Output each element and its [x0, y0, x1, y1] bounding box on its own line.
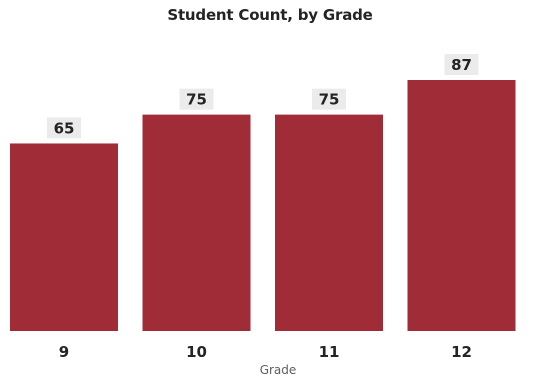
bar-grade-11[interactable]	[275, 114, 383, 331]
bar-grade-12[interactable]	[407, 80, 516, 331]
data-label-grade-12: 87	[451, 56, 472, 74]
data-label-background-grade-10	[179, 88, 214, 110]
data-labels-layer: 65 75 75 87	[47, 54, 479, 139]
x-axis-ticks: 9 10 11 12	[59, 343, 472, 361]
bar-grade-10[interactable]	[142, 114, 251, 331]
bar-grade-9[interactable]	[10, 143, 118, 331]
data-label-background-grade-12	[444, 54, 479, 75]
data-label-grade-11: 75	[319, 91, 340, 109]
bars-layer	[10, 80, 516, 331]
x-tick-label-9: 9	[59, 343, 69, 361]
data-label-grade-9: 65	[54, 119, 75, 137]
x-tick-label-12: 12	[451, 343, 472, 361]
data-label-background-grade-9	[47, 117, 81, 139]
x-tick-label-10: 10	[186, 343, 207, 361]
data-label-grade-10: 75	[186, 91, 207, 109]
x-tick-label-11: 11	[319, 343, 340, 361]
x-axis-title: Grade	[260, 363, 297, 377]
chart-title: Student Count, by Grade	[167, 6, 373, 24]
data-label-background-grade-11	[312, 88, 346, 110]
